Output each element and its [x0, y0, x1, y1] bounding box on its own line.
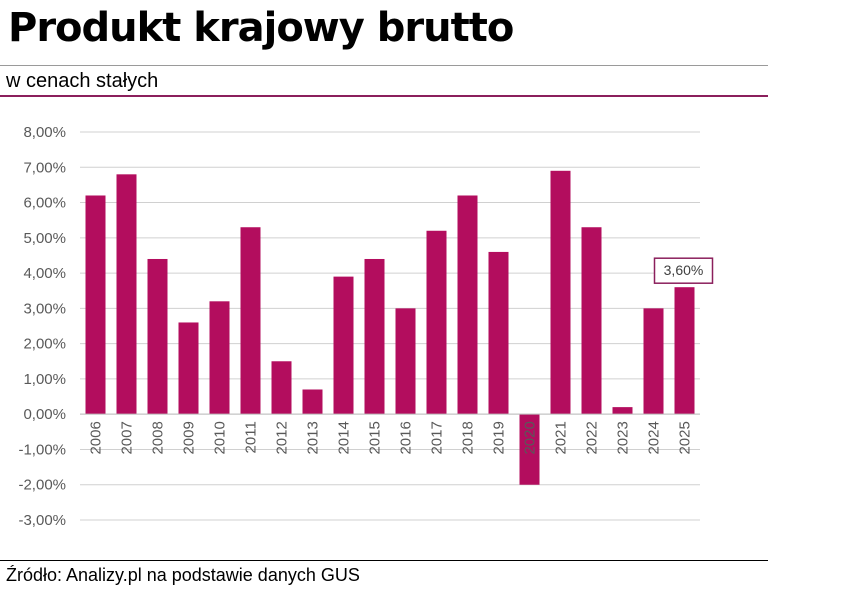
- bar-2013: [302, 389, 323, 415]
- bar-2014: [333, 276, 354, 415]
- bar-2010: [209, 301, 230, 415]
- x-tick-label-2010: 2010: [212, 421, 229, 454]
- x-tick-label-2013: 2013: [305, 421, 322, 454]
- subtitle-divider: [0, 95, 768, 97]
- x-tick-label-2024: 2024: [646, 421, 663, 454]
- x-tick-label-2016: 2016: [398, 421, 415, 454]
- bar-2021: [550, 170, 571, 415]
- chart-subtitle: w cenach stałych: [6, 70, 159, 92]
- y-tick-label: 7,00%: [23, 159, 66, 176]
- bar-chart: 8,00% 7,00% 6,00% 5,00% 4,00% 3,00% 2,00% 1,00%…: [18, 124, 714, 529]
- x-tick-label-2021: 2021: [553, 421, 570, 454]
- bar-2025: [674, 287, 695, 415]
- bar-2015: [364, 258, 385, 415]
- chart-title: Produkt krajowy brutto: [8, 5, 514, 51]
- bar-2006: [85, 195, 106, 415]
- y-tick-label: 8,00%: [23, 124, 66, 141]
- bar-2023: [612, 407, 633, 415]
- bar-2008: [147, 258, 168, 415]
- x-tick-label-2009: 2009: [181, 421, 198, 454]
- bar-2009: [178, 322, 199, 415]
- x-axis-ticks: 2006 2007 2008 2009 2010 2011 2012 2013 2014 2015…: [88, 421, 694, 454]
- title-divider: [0, 65, 768, 66]
- bar-2007: [116, 174, 137, 415]
- bar-2012: [271, 361, 292, 415]
- y-tick-label: -1,00%: [18, 441, 66, 458]
- y-tick-label: 1,00%: [23, 371, 66, 388]
- y-tick-label: -3,00%: [18, 512, 66, 529]
- bar-2011: [240, 227, 261, 415]
- x-tick-label-2025: 2025: [677, 421, 694, 454]
- x-tick-label-2019: 2019: [491, 421, 508, 454]
- x-tick-label-2007: 2007: [119, 421, 136, 454]
- bar-2022: [581, 227, 602, 415]
- x-tick-label-2006: 2006: [88, 421, 105, 454]
- x-tick-label-2022: 2022: [584, 421, 601, 454]
- source-note: Źródło: Analizy.pl na podstawie danych G…: [6, 565, 360, 585]
- gridlines: [80, 131, 700, 521]
- bar-2016: [395, 308, 416, 415]
- x-tick-label-2023: 2023: [615, 421, 632, 454]
- annotations: 3,60%: [653, 257, 714, 284]
- x-tick-label-2008: 2008: [150, 421, 167, 454]
- y-tick-label: 2,00%: [23, 336, 66, 353]
- x-tick-label-2020: 2020: [522, 421, 539, 454]
- bars: [80, 170, 700, 485]
- bar-2017: [426, 230, 447, 415]
- y-tick-label: 4,00%: [23, 265, 66, 282]
- footer-divider: [0, 560, 768, 561]
- y-axis-ticks: 8,00% 7,00% 6,00% 5,00% 4,00% 3,00% 2,00% 1,00%…: [18, 124, 66, 529]
- bar-2018: [457, 195, 478, 415]
- data-label: 3,60%: [664, 262, 704, 278]
- x-tick-label-2011: 2011: [243, 421, 260, 453]
- x-tick-label-2014: 2014: [336, 421, 353, 454]
- y-tick-label: 0,00%: [23, 406, 66, 423]
- bar-2020: [519, 414, 540, 485]
- x-tick-label-2017: 2017: [429, 421, 446, 454]
- y-tick-label: 5,00%: [23, 230, 66, 247]
- y-tick-label: 3,00%: [23, 300, 66, 317]
- y-tick-label: 6,00%: [23, 195, 66, 212]
- y-tick-label: -2,00%: [18, 477, 66, 494]
- bar-2024: [643, 308, 664, 415]
- x-tick-label-2015: 2015: [367, 421, 384, 454]
- x-tick-label-2012: 2012: [274, 421, 291, 454]
- data-label-box: [653, 257, 714, 284]
- bar-2019: [488, 251, 509, 415]
- x-tick-label-2018: 2018: [460, 421, 477, 454]
